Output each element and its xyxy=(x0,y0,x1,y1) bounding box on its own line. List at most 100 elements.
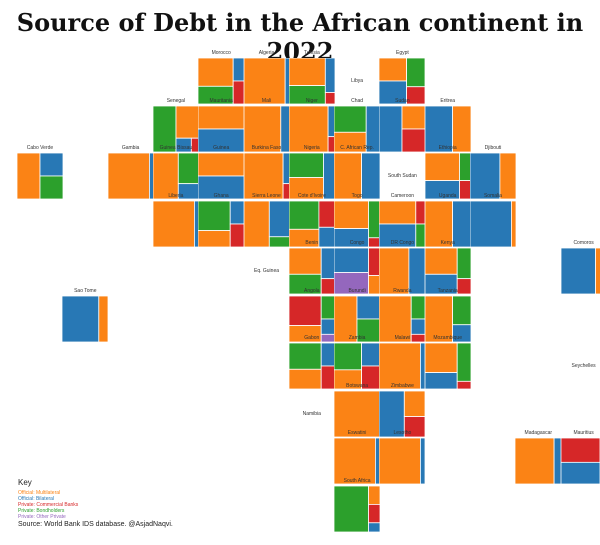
tile-multilateral xyxy=(288,368,322,389)
tile-bilateral xyxy=(470,200,512,247)
country-tile-angola: Angola xyxy=(288,288,335,342)
tile-multilateral xyxy=(401,105,426,129)
tile-multilateral xyxy=(424,343,458,373)
country-tile-sudan: Sudan xyxy=(379,98,426,152)
tile-bilateral xyxy=(560,248,596,294)
country-label: Uganda xyxy=(438,192,457,199)
country-tile-egypt: Egypt xyxy=(379,50,426,104)
tile-multilateral xyxy=(175,105,199,139)
tile-commercial-banks xyxy=(361,365,381,389)
country-label: Madagascar xyxy=(524,430,553,436)
tile-bilateral xyxy=(375,438,381,484)
treemap-svg xyxy=(379,343,426,389)
tile-bilateral xyxy=(39,153,63,177)
treemap-svg xyxy=(17,153,63,199)
tile-multilateral xyxy=(379,58,408,82)
tile-bondholders xyxy=(198,200,231,231)
country-label: Niger xyxy=(305,97,318,104)
country-tile-benin: Benin xyxy=(288,240,335,294)
legend-item: Official: Multilateral xyxy=(18,490,61,496)
tile-bilateral xyxy=(62,295,100,342)
country-label: Nigeria xyxy=(303,145,320,151)
treemap xyxy=(379,295,426,342)
treemap xyxy=(334,248,381,294)
tile-bilateral xyxy=(368,521,381,532)
tile-bilateral xyxy=(334,248,369,273)
country-tile-senegal: Senegal xyxy=(152,98,199,152)
country-label: Liberia xyxy=(168,192,184,199)
legend-item: Private: Commercial Banks xyxy=(18,502,79,508)
country-label: Egypt xyxy=(395,50,409,56)
treemap xyxy=(379,343,426,389)
treemap xyxy=(379,390,426,437)
treemap xyxy=(198,58,245,104)
tile-bondholders xyxy=(334,105,367,133)
treemap-svg xyxy=(198,105,245,152)
tile-bondholders xyxy=(288,153,324,178)
tile-multilateral xyxy=(107,153,150,199)
tile-bilateral xyxy=(420,438,426,484)
country-tile-sao-tome: Sao Tome xyxy=(62,288,109,342)
treemap-svg xyxy=(470,153,516,199)
treemap xyxy=(334,390,381,437)
tile-bilateral xyxy=(318,226,335,247)
country-label: Senegal xyxy=(166,97,186,104)
country-tile-somalia: Somalia xyxy=(470,193,516,247)
treemap-svg xyxy=(288,248,335,294)
country-label: Rwanda xyxy=(393,287,412,294)
country-label: Kenya xyxy=(440,240,455,246)
treemap xyxy=(152,153,199,199)
treemap xyxy=(198,153,245,199)
treemap xyxy=(288,248,335,294)
country-label: Lesotho xyxy=(393,430,412,436)
treemap-svg xyxy=(334,248,381,294)
tile-bondholders xyxy=(288,200,320,230)
country-label: Mauritius xyxy=(573,430,594,436)
treemap-svg xyxy=(334,438,381,484)
treemap xyxy=(288,200,335,247)
tile-bondholders xyxy=(39,175,63,199)
treemap xyxy=(515,438,562,484)
treemap-svg xyxy=(243,105,290,152)
country-tile-nigeria: Nigeria xyxy=(288,145,335,199)
tile-bilateral xyxy=(379,105,403,152)
treemap xyxy=(288,295,335,342)
country-tile-liberia: Liberia xyxy=(152,193,199,247)
country-label: Cabo Verde xyxy=(26,145,54,151)
country-tile-algeria: Algeria xyxy=(243,50,290,104)
country-tile-cote-d-ivoire: Cote d'Ivoire xyxy=(288,193,335,247)
tile-bilateral xyxy=(361,153,381,199)
country-label: Algeria xyxy=(258,50,275,56)
source-note: Source: World Bank IDS database. @AsjadN… xyxy=(18,521,173,528)
tile-multilateral xyxy=(243,200,270,247)
tile-multilateral xyxy=(152,200,195,247)
treemap-svg xyxy=(334,390,381,437)
treemap-svg xyxy=(288,343,335,389)
tile-bilateral xyxy=(198,175,245,199)
country-label: Tunisia xyxy=(303,50,320,56)
country-tile-zimbabwe: Zimbabwe xyxy=(379,383,426,437)
tile-bilateral xyxy=(451,323,471,342)
treemap xyxy=(334,343,381,389)
country-label: Sao Tome xyxy=(74,287,97,294)
tile-bilateral xyxy=(148,153,154,199)
tile-multilateral xyxy=(511,200,516,247)
legend-title: Key xyxy=(18,478,32,487)
country-label: Tanzania xyxy=(437,287,458,294)
country-label: Seychelles xyxy=(571,363,596,369)
country-tile-dr-congo: DR Congo xyxy=(379,240,426,294)
treemap-svg xyxy=(152,153,199,199)
treemap-svg xyxy=(334,343,381,389)
country-tile-c-african-rep: C. African Rep. xyxy=(334,145,381,199)
treemap-svg xyxy=(334,105,381,152)
treemap-svg xyxy=(334,485,381,532)
country-tile-guinea-bissau: Guinea Bissau xyxy=(152,145,199,199)
treemap-svg xyxy=(334,295,381,342)
tile-bondholders xyxy=(356,318,381,342)
treemap xyxy=(424,295,471,342)
tile-multilateral xyxy=(515,438,555,484)
country-tile-ghana: Ghana xyxy=(198,193,245,247)
country-label: Gambia xyxy=(121,145,140,151)
treemap-svg xyxy=(334,153,381,199)
country-label: Congo xyxy=(349,240,365,246)
